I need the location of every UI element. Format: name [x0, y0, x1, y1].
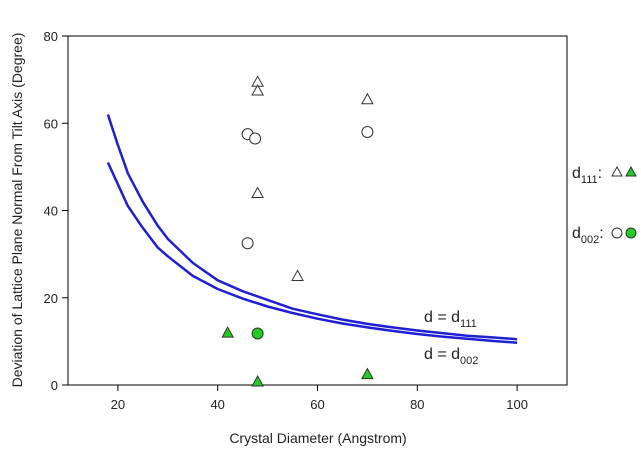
x-tick-label: 60: [310, 397, 324, 412]
y-tick-label: 20: [44, 291, 58, 306]
x-axis-title: Crystal Diameter (Angstrom): [229, 430, 406, 446]
x-tick-label: 100: [506, 397, 528, 412]
curve-label-d002-main: d = d: [424, 346, 460, 363]
legend-circle-open-marker: [611, 227, 623, 239]
legend-d002-colon: :: [599, 225, 603, 242]
legend-d002-label: d002:: [572, 225, 604, 246]
legend-d111-label: d111:: [572, 165, 602, 186]
legend-triangle-open-marker: [611, 165, 623, 177]
x-tick-label: 80: [410, 397, 424, 412]
triangle-filled-point: [221, 326, 235, 338]
curve-label-d111-sub: 111: [460, 318, 477, 330]
legend-d111-colon: :: [598, 165, 602, 182]
circle-open-point: [249, 132, 262, 145]
circle-filled-point: [251, 327, 264, 340]
plot-frame: [67, 35, 568, 386]
curve-d002: [106, 161, 518, 344]
legend-circle-filled-marker: [625, 227, 637, 239]
y-axis-title: Deviation of Lattice Plane Normal From T…: [9, 33, 25, 388]
legend-triangle-filled-marker: [625, 165, 637, 177]
curve-label-d111: d = d111: [424, 309, 477, 330]
y-tick-label: 80: [44, 29, 58, 44]
legend-d002-sub: 002: [581, 234, 599, 246]
data-points: [221, 75, 374, 387]
y-tick-label: 60: [44, 116, 58, 131]
triangle-open-point: [251, 83, 264, 96]
y-tick-label: 0: [51, 378, 58, 393]
axes: 20 40 60 80 100 0 20 40 60 80: [44, 29, 568, 412]
circle-open-point: [361, 125, 374, 138]
curve-d111: [106, 114, 518, 341]
x-tick-label: 40: [210, 397, 224, 412]
legend-d111-main: d: [572, 165, 581, 182]
triangle-open-point: [291, 269, 304, 281]
legend-d002-main: d: [572, 225, 581, 242]
triangle-open-point: [361, 92, 374, 105]
curve-label-d002-sub: 002: [460, 355, 478, 367]
triangle-filled-point: [251, 374, 264, 387]
curves: [106, 114, 518, 344]
y-tick-label: 40: [44, 204, 58, 219]
legend-d111-sub: 111: [581, 174, 598, 186]
curve-label-d002: d = d002: [424, 346, 478, 367]
legend: d111: d002:: [572, 165, 637, 246]
triangle-filled-point: [361, 367, 374, 380]
curve-label-d111-main: d = d: [424, 309, 460, 326]
circle-open-point: [241, 237, 254, 250]
triangle-open-point: [251, 186, 264, 199]
x-tick-label: 20: [111, 397, 125, 412]
